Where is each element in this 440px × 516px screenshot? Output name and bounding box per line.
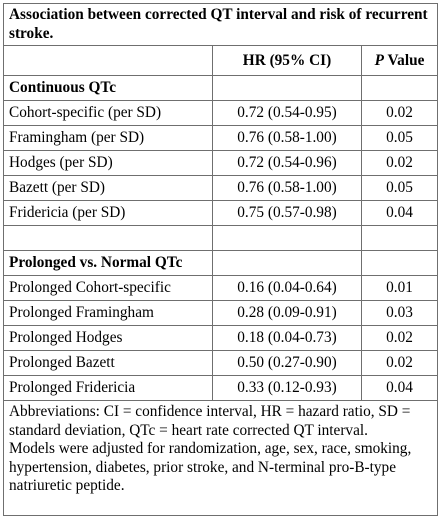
row-label: Bazett (per SD) [3,175,213,201]
table-footnotes: Abbreviations: CI = confidence interval,… [3,400,438,516]
p-value-label: Value [383,51,425,69]
hr-value: 0.16 (0.04-0.64) [212,275,362,301]
p-value: 0.04 [361,375,438,401]
spacer-row [3,225,438,251]
header-blank-cell [3,45,213,76]
table-row: Bazett (per SD) 0.76 (0.58-1.00) 0.05 [3,175,438,201]
model-adjustment-note: Models were adjusted for randomization, … [9,440,412,495]
table-row: Framingham (per SD) 0.76 (0.58-1.00) 0.0… [3,125,438,151]
p-value: 0.02 [361,325,438,351]
row-label: Prolonged Hodges [3,325,213,351]
hr-value: 0.33 (0.12-0.93) [212,375,362,401]
row-label: Prolonged Cohort-specific [3,275,213,301]
p-value: 0.04 [361,200,438,226]
hr-value: 0.18 (0.04-0.73) [212,325,362,351]
row-label: Fridericia (per SD) [3,200,213,226]
table-caption: Association between corrected QT interva… [3,3,438,46]
table-row: Prolonged Hodges 0.18 (0.04-0.73) 0.02 [3,325,438,351]
section-header-row: Prolonged vs. Normal QTc [3,250,438,276]
hr-value: 0.72 (0.54-0.95) [212,100,362,126]
section-header-row: Continuous QTc [3,75,438,101]
row-label: Hodges (per SD) [3,150,213,176]
table-row: Prolonged Fridericia 0.33 (0.12-0.93) 0.… [3,375,438,401]
row-label: Prolonged Fridericia [3,375,213,401]
table-row: Prolonged Cohort-specific 0.16 (0.04-0.6… [3,275,438,301]
p-value: 0.02 [361,150,438,176]
row-label: Cohort-specific (per SD) [3,100,213,126]
p-italic-label: P [374,51,384,69]
hr-value: 0.72 (0.54-0.96) [212,150,362,176]
hr-value: 0.75 (0.57-0.98) [212,200,362,226]
hr-value: 0.76 (0.58-1.00) [212,125,362,151]
table-row: Cohort-specific (per SD) 0.72 (0.54-0.95… [3,100,438,126]
hr-value: 0.50 (0.27-0.90) [212,350,362,376]
table-row: Prolonged Bazett 0.50 (0.27-0.90) 0.02 [3,350,438,376]
hr-column-header: HR (95% CI) [212,45,362,76]
section-title: Continuous QTc [3,75,213,101]
p-value: 0.02 [361,350,438,376]
hr-value: 0.28 (0.09-0.91) [212,300,362,326]
p-value: 0.03 [361,300,438,326]
p-value-column-header: P Value [361,45,438,76]
p-value: 0.02 [361,100,438,126]
row-label: Prolonged Bazett [3,350,213,376]
table-row: Fridericia (per SD) 0.75 (0.57-0.98) 0.0… [3,200,438,226]
section-title: Prolonged vs. Normal QTc [3,250,213,276]
table-row: Prolonged Framingham 0.28 (0.09-0.91) 0.… [3,300,438,326]
abbreviations-note: Abbreviations: CI = confidence interval,… [9,403,411,439]
table-row: Hodges (per SD) 0.72 (0.54-0.96) 0.02 [3,150,438,176]
column-header-row: HR (95% CI) P Value [3,45,438,76]
p-value: 0.01 [361,275,438,301]
p-value: 0.05 [361,175,438,201]
p-value: 0.05 [361,125,438,151]
qtc-stroke-table: Association between corrected QT interva… [3,3,438,516]
row-label: Prolonged Framingham [3,300,213,326]
row-label: Framingham (per SD) [3,125,213,151]
hr-value: 0.76 (0.58-1.00) [212,175,362,201]
